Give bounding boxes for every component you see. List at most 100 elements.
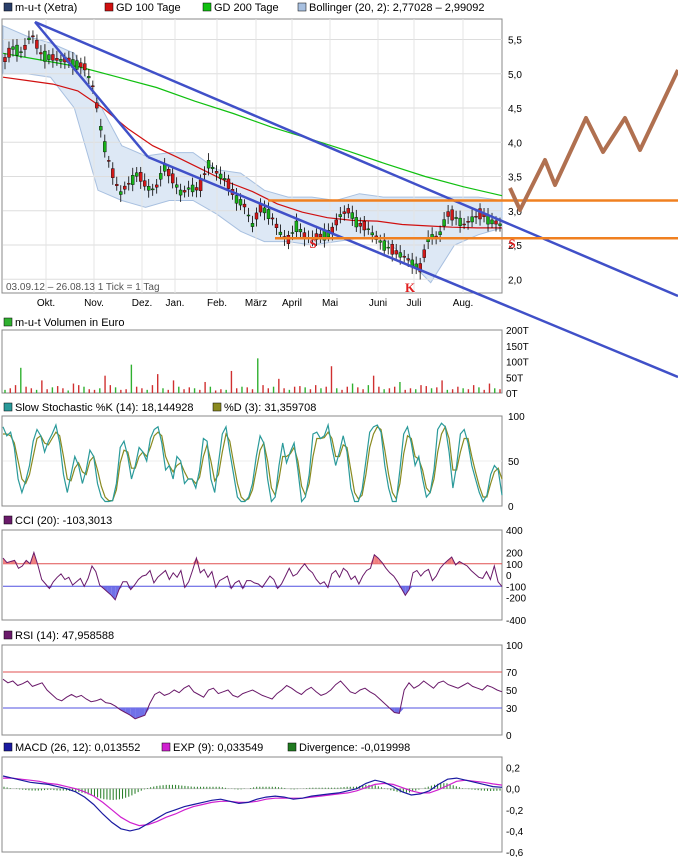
rsi-y-tick: 30 xyxy=(506,704,518,715)
rsi-y-tick: 70 xyxy=(506,668,518,679)
candle-body xyxy=(478,208,482,220)
rsi-y-tick: 100 xyxy=(506,641,523,652)
rsi-oversold-fill xyxy=(144,708,150,716)
candle-body xyxy=(214,171,219,174)
price-y-tick: 2,0 xyxy=(508,275,522,286)
candle-body xyxy=(103,141,107,153)
price-y-tick: 5,5 xyxy=(508,36,522,47)
candle-body xyxy=(290,232,295,234)
rsi-y-tick: 50 xyxy=(506,686,518,697)
candle-body xyxy=(402,256,406,258)
price-y-tick: 3,0 xyxy=(508,207,522,218)
volume-series: 200T 150T 100T 50T 0T xyxy=(4,326,529,400)
candle-body xyxy=(130,175,135,185)
rsi-series: 100 70 50 30 0 xyxy=(2,641,523,742)
candle-body xyxy=(358,222,362,227)
price-legend: m-u-t (Xetra) GD 100 Tage GD 200 Tage Bo… xyxy=(3,2,485,14)
cci-y-tick: 100 xyxy=(506,560,523,571)
price-x-tick: April xyxy=(282,298,302,309)
candle-body xyxy=(182,190,187,193)
cci-y-tick: 200 xyxy=(506,549,523,560)
channel-lower-line xyxy=(147,155,678,379)
volume-y-tick: 100T xyxy=(506,358,529,369)
candle-body xyxy=(254,212,259,220)
candle-body xyxy=(350,212,354,219)
candle-body xyxy=(338,214,342,217)
rsi-oversold-fill xyxy=(125,708,131,716)
macd-line xyxy=(2,775,503,832)
candle-body xyxy=(7,47,11,58)
candle-body xyxy=(194,187,199,191)
legend-rsi-label: RSI (14): 47,958588 xyxy=(15,630,114,642)
candle-body xyxy=(346,208,350,214)
candle-body xyxy=(266,209,271,219)
price-x-tick: Juni xyxy=(369,298,387,309)
macd-y-tick: -0,6 xyxy=(506,848,524,857)
price-y-tick: 5,0 xyxy=(508,70,522,81)
candle-body xyxy=(55,58,59,61)
candle-body xyxy=(15,44,19,56)
rsi-legend: RSI (14): 47,958588 xyxy=(3,630,114,642)
price-x-tick: Jan. xyxy=(166,298,185,309)
candle-body xyxy=(99,126,103,131)
candle-body xyxy=(334,219,338,226)
price-series: 5,5 5,0 4,5 4,0 3,5 3,0 2,5 2,0 Okt. Nov. Dez. Jan.… xyxy=(2,19,522,309)
candle-body xyxy=(198,179,203,191)
price-x-tick: Juli xyxy=(406,298,421,309)
candle-body xyxy=(406,258,410,261)
price-x-tick: Aug. xyxy=(453,298,474,309)
candle-body xyxy=(186,187,191,190)
candle-body xyxy=(23,45,27,50)
candle-body xyxy=(150,188,155,191)
candle-body xyxy=(51,54,55,61)
price-y-tick: 3,5 xyxy=(508,173,522,184)
stochastic-y-tick: 100 xyxy=(508,412,525,423)
candle-body xyxy=(250,223,255,227)
macd-y-tick: -0,2 xyxy=(506,806,524,817)
legend-bollinger-label: Bollinger (20, 2): 2,77028 – 2,99092 xyxy=(309,2,485,14)
candle-body xyxy=(262,207,267,214)
volume-y-tick: 50T xyxy=(506,373,523,384)
candle-body xyxy=(242,203,247,208)
candle-body xyxy=(95,102,99,109)
cci-oversold-fill xyxy=(327,586,332,588)
candle-body xyxy=(222,178,227,180)
candle-body xyxy=(470,216,474,223)
macd-y-tick: -0,4 xyxy=(506,827,524,838)
candle-body xyxy=(474,215,478,218)
candle-body xyxy=(35,39,39,49)
candle-body xyxy=(43,50,47,62)
stochastic-k-line xyxy=(2,422,503,503)
rsi-y-tick: 0 xyxy=(506,731,512,742)
candle-body xyxy=(370,232,374,236)
candle-body xyxy=(115,184,119,186)
candle-body xyxy=(318,233,323,238)
candle-body xyxy=(27,37,31,40)
candle-body xyxy=(446,211,450,217)
candle-body xyxy=(3,57,7,63)
stochastic-y-tick: 50 xyxy=(508,457,520,468)
candle-body xyxy=(394,250,398,255)
candle-body xyxy=(498,223,502,226)
channel-start-line xyxy=(34,21,149,158)
candle-body xyxy=(87,76,91,79)
price-y-tick: 4,5 xyxy=(508,104,522,115)
candle-body xyxy=(134,172,139,177)
chart-signal-marker: S xyxy=(309,236,316,251)
candle-body xyxy=(166,168,171,177)
legend-divergence-label: Divergence: -0,019998 xyxy=(299,742,410,754)
candle-body xyxy=(398,252,402,258)
channel-upper-line xyxy=(34,20,678,298)
price-y-tick: 2,5 xyxy=(508,241,522,252)
rsi-oversold-fill xyxy=(394,708,400,714)
candle-body xyxy=(362,221,366,231)
rsi-oversold-fill xyxy=(139,708,145,717)
cci-panel xyxy=(1,529,503,621)
candle-body xyxy=(83,63,87,71)
stochastic-legend: Slow Stochastic %K (14): 18,144928 %D (3… xyxy=(3,402,316,414)
cci-y-tick: 400 xyxy=(506,526,523,537)
candle-body xyxy=(234,195,239,204)
candle-body xyxy=(226,178,231,189)
candle-body xyxy=(442,219,446,227)
candle-body xyxy=(494,220,498,225)
